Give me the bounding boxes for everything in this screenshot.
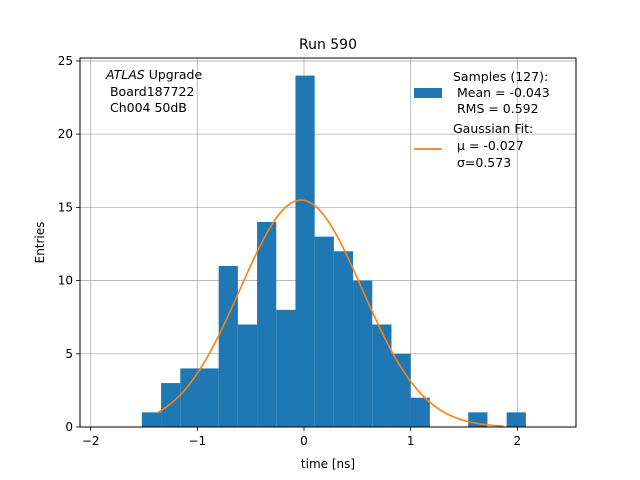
legend: Samples (127): Mean = -0.043 RMS = 0.592… (414, 69, 550, 170)
y-tick-label: 0 (65, 420, 73, 434)
y-tick-label: 10 (58, 274, 73, 288)
y-tick-label: 15 (58, 200, 73, 214)
annotation-line: ATLAS Upgrade (105, 67, 202, 82)
y-axis: 0 5 10 15 20 25 (58, 54, 80, 434)
y-tick-label: 20 (58, 127, 73, 141)
legend-text: Samples (127): (453, 69, 548, 84)
histogram-bar (506, 412, 526, 427)
legend-text: Gaussian Fit: (453, 121, 533, 136)
annotation-line: Ch004 50dB (106, 100, 187, 115)
histogram-bar (141, 412, 162, 427)
histogram-bar (199, 368, 219, 427)
atlas-annotation: ATLAS Upgrade Board187722 Ch004 50dB (105, 67, 202, 115)
histogram-bar (295, 75, 315, 428)
x-tick-label: 1 (407, 434, 415, 448)
x-tick-label: 2 (514, 434, 522, 448)
gaussian-fit-line (156, 199, 504, 427)
histogram-bar (410, 397, 430, 427)
legend-swatch-samples (414, 88, 442, 98)
x-tick-label: −2 (82, 434, 100, 448)
legend-text: Mean = -0.043 (453, 85, 550, 100)
y-tick-label: 25 (58, 54, 73, 68)
gaussian-fit (156, 199, 504, 427)
histogram-bar (391, 353, 411, 427)
y-axis-label: Entries (33, 222, 47, 264)
histogram-bars (141, 75, 526, 428)
legend-text: μ = -0.027 (453, 138, 524, 153)
histogram-bar (276, 309, 296, 427)
histogram-bar (372, 324, 392, 427)
x-tick-label: −1 (188, 434, 206, 448)
histogram-bar (237, 324, 258, 427)
x-tick-label: 0 (300, 434, 308, 448)
histogram-bar (257, 222, 277, 427)
plot-frame (79, 57, 577, 428)
histogram-bar (161, 383, 181, 427)
histogram-bar (333, 251, 354, 427)
x-axis-label: time [ns] (301, 457, 355, 471)
legend-text: σ=0.573 (453, 155, 511, 170)
annotation-line: Board187722 (106, 84, 194, 99)
y-tick-label: 5 (65, 347, 73, 361)
legend-text: RMS = 0.592 (453, 101, 539, 116)
x-axis: −2 −1 0 1 2 (82, 427, 521, 448)
histogram-bar (314, 236, 334, 427)
histogram-bar (353, 280, 373, 427)
histogram-bar (180, 368, 200, 427)
chart-title: Run 590 (299, 37, 357, 53)
histogram-bar (218, 265, 238, 427)
